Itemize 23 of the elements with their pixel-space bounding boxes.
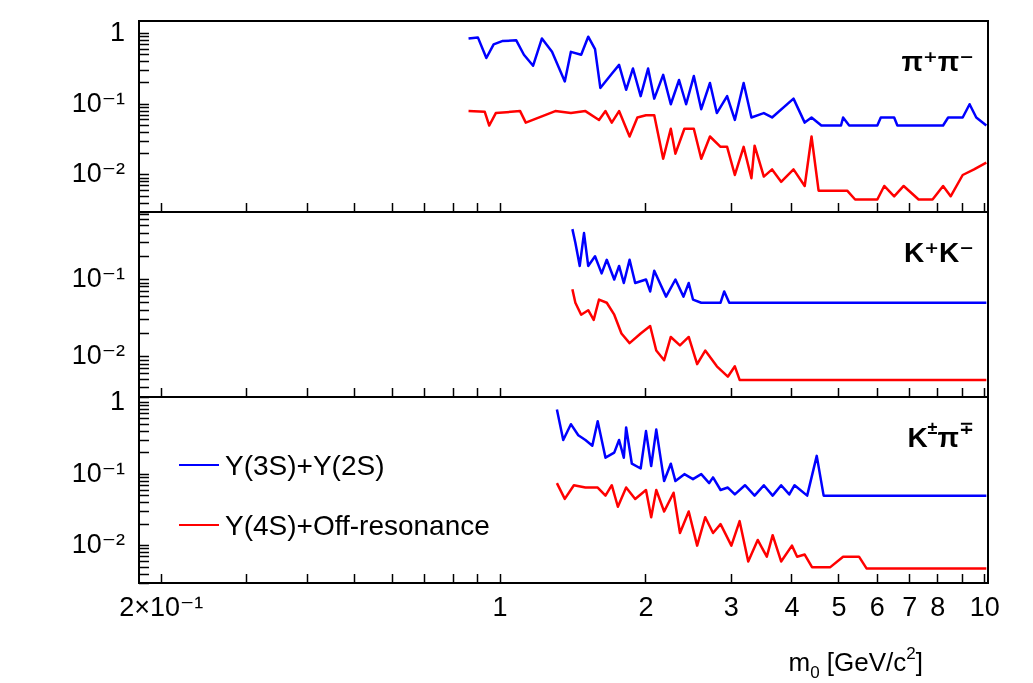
legend-label: Υ(4S)+Off-resonance <box>225 510 490 541</box>
x-tick-label: 2×10⁻¹ <box>119 591 204 622</box>
x-tick-label: 4 <box>784 591 800 622</box>
x-tick-label: 7 <box>902 591 918 622</box>
legend-label: Υ(3S)+Υ(2S) <box>225 450 385 481</box>
x-tick-label: 2 <box>638 591 654 622</box>
x-tick-label: 1 <box>492 591 508 622</box>
x-tick-label: 10 <box>969 591 1000 622</box>
x-tick-label: 3 <box>723 591 739 622</box>
x-tick-label: 8 <box>930 591 946 622</box>
x-tick-label: 6 <box>869 591 885 622</box>
y-tick-label: 10⁻¹ <box>71 262 125 293</box>
y-tick-label: 10⁻¹ <box>71 457 125 488</box>
y-tick-label: 10⁻² <box>71 158 125 189</box>
y-tick-label: 10⁻² <box>71 340 125 371</box>
annotation: π⁺π⁻ <box>901 46 974 77</box>
x-tick-label: 5 <box>831 591 847 622</box>
y-tick-label: 1 <box>109 16 125 47</box>
y-tick-label: 1 <box>109 386 125 417</box>
annotation: K±π∓ <box>907 418 975 453</box>
annotation: K⁺K⁻ <box>904 237 974 268</box>
y-tick-label: 10⁻² <box>71 529 125 560</box>
y-tick-label: 10⁻¹ <box>71 87 125 118</box>
